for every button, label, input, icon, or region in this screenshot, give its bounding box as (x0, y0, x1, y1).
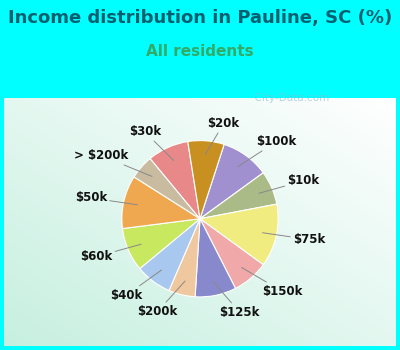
Text: $30k: $30k (129, 125, 174, 160)
Text: > $200k: > $200k (74, 149, 152, 176)
Wedge shape (140, 219, 200, 290)
Wedge shape (150, 141, 200, 219)
Text: $50k: $50k (75, 191, 138, 205)
Wedge shape (195, 219, 236, 297)
Wedge shape (169, 219, 200, 297)
Text: All residents: All residents (146, 44, 254, 59)
Text: $100k: $100k (238, 135, 296, 167)
Wedge shape (200, 204, 278, 265)
Text: $40k: $40k (110, 270, 162, 301)
Wedge shape (200, 219, 263, 288)
Wedge shape (122, 219, 200, 268)
Text: $10k: $10k (259, 174, 320, 193)
Text: City-Data.com: City-Data.com (248, 93, 329, 103)
Text: $75k: $75k (262, 233, 325, 246)
Wedge shape (188, 141, 224, 219)
Text: Income distribution in Pauline, SC (%): Income distribution in Pauline, SC (%) (8, 9, 392, 27)
Text: $150k: $150k (242, 267, 302, 298)
Wedge shape (122, 177, 200, 229)
Wedge shape (200, 145, 263, 219)
Text: $200k: $200k (138, 281, 185, 318)
Text: $125k: $125k (213, 281, 260, 318)
Text: $60k: $60k (80, 244, 141, 263)
Text: $20k: $20k (205, 117, 240, 155)
Wedge shape (134, 159, 200, 219)
Wedge shape (200, 173, 277, 219)
